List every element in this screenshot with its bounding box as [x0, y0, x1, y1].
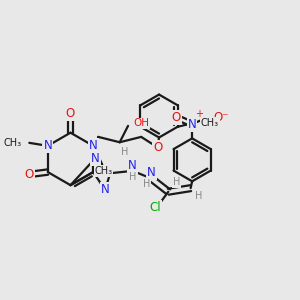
Text: N: N	[91, 152, 100, 165]
Text: O: O	[171, 111, 181, 124]
Text: N: N	[44, 139, 52, 152]
Text: CH₃: CH₃	[94, 166, 113, 176]
Text: OH: OH	[134, 118, 149, 128]
Text: H: H	[122, 147, 129, 157]
Text: +: +	[195, 109, 203, 118]
Text: N: N	[89, 139, 98, 152]
Text: CH₃: CH₃	[4, 138, 22, 148]
Text: O⁻: O⁻	[213, 111, 229, 124]
Text: H: H	[143, 179, 150, 189]
Text: N: N	[101, 183, 110, 196]
Text: N: N	[128, 159, 137, 172]
Text: CH₃: CH₃	[201, 118, 219, 128]
Text: H: H	[173, 177, 180, 187]
Text: N: N	[147, 167, 156, 179]
Text: H: H	[129, 172, 137, 182]
Text: O: O	[66, 107, 75, 120]
Text: O: O	[25, 168, 34, 181]
Text: Cl: Cl	[150, 201, 161, 214]
Text: O: O	[153, 141, 162, 154]
Text: N: N	[188, 118, 197, 130]
Text: H: H	[195, 191, 203, 202]
